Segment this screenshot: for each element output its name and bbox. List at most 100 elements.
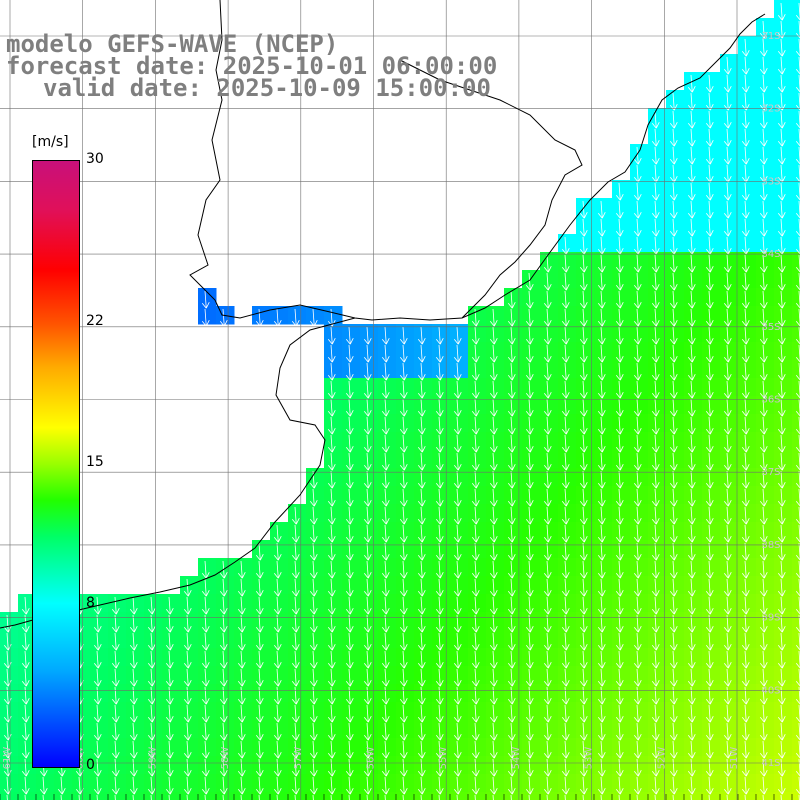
wind-cell: [720, 108, 739, 127]
wind-cell: [198, 792, 217, 800]
wind-arrow: [579, 668, 588, 687]
wind-cell: [432, 468, 451, 487]
wind-cell: [594, 288, 613, 307]
wind-cell: [684, 180, 703, 199]
wind-cell: [468, 666, 487, 685]
wind-arrow: [399, 524, 408, 543]
wind-cell: [648, 162, 667, 181]
wind-cell: [396, 756, 415, 775]
wind-cell: [108, 720, 127, 739]
wind-arrow: [705, 650, 714, 669]
wind-cell: [684, 612, 703, 631]
wind-cell: [468, 630, 487, 649]
wind-arrow: [597, 506, 606, 525]
wind-cell: [720, 252, 739, 271]
wind-arrow: [60, 794, 62, 800]
wind-arrow: [651, 668, 660, 687]
wind-arrow: [687, 218, 696, 237]
wind-cell: [432, 702, 451, 721]
wind-cell: [738, 540, 757, 559]
wind-cell: [594, 774, 613, 793]
wind-cell: [630, 396, 649, 415]
wind-arrow: [543, 434, 552, 453]
wind-arrow: [651, 308, 660, 327]
wind-cell: [360, 540, 379, 559]
wind-cell: [270, 702, 289, 721]
wind-cell: [342, 540, 361, 559]
wind-arrow: [705, 722, 714, 741]
wind-cell: [774, 36, 793, 55]
wind-cell: [594, 738, 613, 757]
wind-arrow: [777, 668, 786, 687]
wind-arrow: [201, 722, 210, 741]
wind-cell: [396, 468, 415, 487]
wind-cell: [612, 360, 631, 379]
wind-cell: [342, 342, 361, 361]
wind-cell: [432, 450, 451, 469]
wind-cell: [396, 360, 415, 379]
wind-cell: [756, 738, 775, 757]
wind-cell: [90, 774, 109, 793]
wind-arrow: [327, 668, 336, 687]
wind-arrow: [381, 668, 390, 687]
wind-arrow: [435, 650, 444, 669]
wind-cell: [504, 558, 523, 577]
wind-cell: [630, 756, 649, 775]
wind-cell: [396, 522, 415, 541]
wind-cell: [144, 612, 163, 631]
wind-cell: [324, 648, 343, 667]
wind-arrow: [345, 434, 354, 453]
wind-cell: [198, 612, 217, 631]
wind-arrow: [633, 452, 642, 471]
wind-arrow: [561, 578, 570, 597]
wind-cell: [702, 342, 721, 361]
wind-cell: [720, 342, 739, 361]
wind-arrow: [633, 758, 642, 777]
wind-arrow: [741, 632, 750, 651]
wind-arrow: [651, 254, 660, 273]
wind-arrow: [543, 740, 552, 759]
wind-cell: [540, 306, 559, 325]
wind-cell: [630, 180, 649, 199]
wind-cell: [486, 540, 505, 559]
wind-cell: [684, 144, 703, 163]
wind-arrow: [273, 308, 282, 327]
wind-cell: [720, 486, 739, 505]
wind-cell: [666, 594, 685, 613]
wind-arrow: [471, 416, 480, 435]
wind-cell: [108, 666, 127, 685]
wind-arrow: [741, 578, 750, 597]
wind-cell: [738, 414, 757, 433]
wind-arrow: [525, 380, 534, 399]
wind-arrow: [507, 506, 516, 525]
wind-cell: [216, 720, 235, 739]
wind-cell: [756, 378, 775, 397]
wind-cell: [90, 702, 109, 721]
wind-cell: [630, 792, 649, 800]
wind-cell: [234, 630, 253, 649]
wind-cell: [558, 558, 577, 577]
wind-cell: [486, 486, 505, 505]
wind-cell: [396, 594, 415, 613]
wind-cell: [576, 558, 595, 577]
wind-arrow: [471, 488, 480, 507]
wind-arrow: [399, 758, 408, 777]
wind-arrow: [759, 524, 768, 543]
wind-arrow: [291, 740, 300, 759]
wind-arrow: [309, 524, 318, 543]
wind-cell: [360, 738, 379, 757]
wind-arrow: [93, 686, 102, 705]
wind-cell: [558, 324, 577, 343]
wind-cell: [414, 666, 433, 685]
wind-cell: [0, 738, 19, 757]
wind-direction-arrows: [3, 2, 800, 800]
coastline: [0, 0, 766, 629]
wind-cell: [432, 630, 451, 649]
wind-arrow: [723, 560, 732, 579]
wind-arrow: [741, 416, 750, 435]
wind-cell: [342, 558, 361, 577]
wind-cell: [576, 684, 595, 703]
wind-cell: [270, 612, 289, 631]
lon-label: 54W: [511, 747, 522, 770]
wind-cell: [648, 666, 667, 685]
